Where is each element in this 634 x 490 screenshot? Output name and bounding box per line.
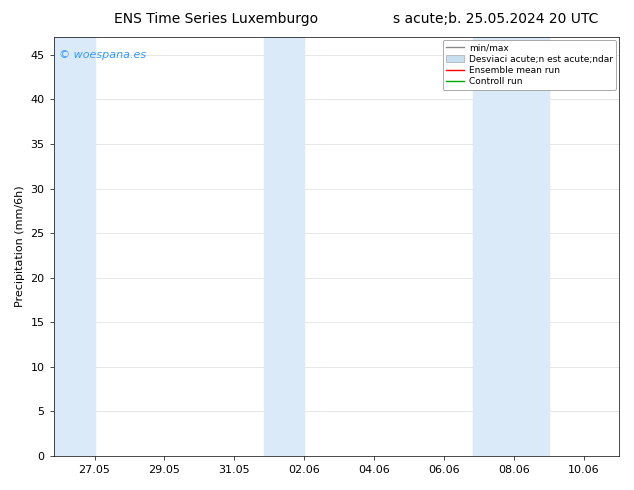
Text: © woespana.es: © woespana.es xyxy=(60,49,146,60)
Text: ENS Time Series Luxemburgo: ENS Time Series Luxemburgo xyxy=(114,12,318,26)
Y-axis label: Precipitation (mm/6h): Precipitation (mm/6h) xyxy=(15,186,25,307)
Bar xyxy=(54,37,94,456)
Text: s acute;b. 25.05.2024 20 UTC: s acute;b. 25.05.2024 20 UTC xyxy=(393,12,598,26)
Bar xyxy=(264,37,304,456)
Bar xyxy=(474,37,549,456)
Legend: min/max, Desviaci acute;n est acute;ndar, Ensemble mean run, Controll run: min/max, Desviaci acute;n est acute;ndar… xyxy=(443,40,616,90)
